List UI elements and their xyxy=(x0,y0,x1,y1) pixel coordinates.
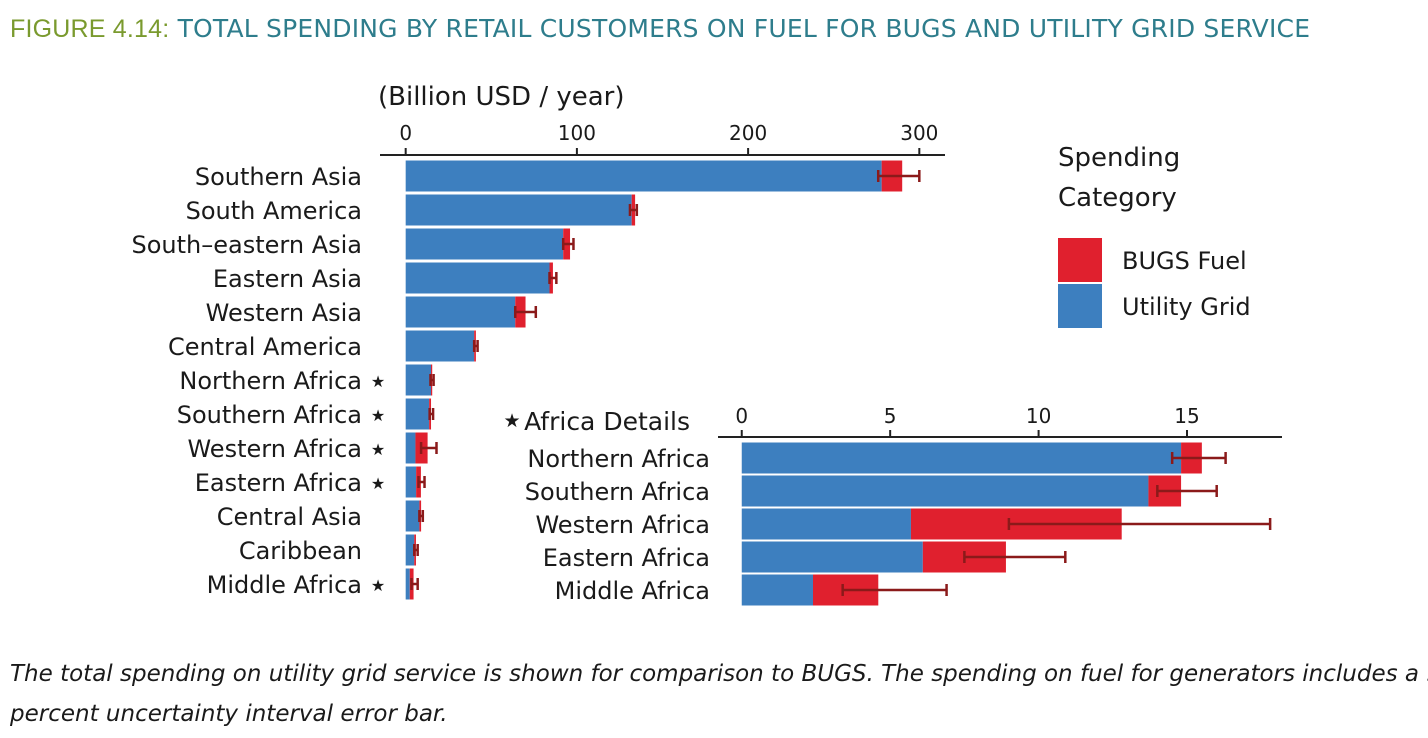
figure-title-text: TOTAL SPENDING BY RETAIL CUSTOMERS ON FU… xyxy=(177,14,1311,43)
main-title: (Billion USD / year) xyxy=(378,82,625,112)
main-category-label: South–eastern Asia xyxy=(132,231,362,259)
detail-category-label: Southern Africa xyxy=(525,478,710,506)
main-bar-grid-northern-africa xyxy=(405,364,432,396)
legend-label-bugs-fuel: BUGS Fuel xyxy=(1122,247,1247,275)
main-chart: (Billion USD / year) 0 100 200 300 Southern A… xyxy=(132,82,945,600)
main-category-label: Southern Africa xyxy=(177,401,362,429)
main-category-label: Central Asia xyxy=(217,503,362,531)
detail-category-label: Western Africa xyxy=(535,511,710,539)
main-bar-grid-central-america xyxy=(405,330,475,362)
figure-number: FIGURE 4.14: xyxy=(10,15,170,43)
main-category-label: Central America xyxy=(168,333,362,361)
main-tick-label: 200 xyxy=(729,121,767,145)
caption-line-2: percent uncertainty interval error bar. xyxy=(10,701,448,727)
detail-title: Africa Details xyxy=(524,407,690,436)
detail-bar-grid-southern-africa xyxy=(741,475,1149,507)
figure-title: FIGURE 4.14: TOTAL SPENDING BY RETAIL CU… xyxy=(10,14,1310,44)
detail-bar-grid-middle-africa xyxy=(741,574,813,606)
main-bar-grid-southern-africa xyxy=(405,398,430,430)
star-icon: ★ xyxy=(371,576,385,595)
legend-label-utility-grid: Utility Grid xyxy=(1122,293,1251,321)
main-bar-grid-caribbean xyxy=(405,534,415,566)
detail-category-label: Middle Africa xyxy=(555,577,710,605)
main-bar-grid-central-asia xyxy=(405,500,420,532)
star-icon: ★ xyxy=(371,406,385,425)
detail-tick-label: 10 xyxy=(1026,404,1051,428)
main-tick-label: 300 xyxy=(900,121,938,145)
legend-title-line: Spending xyxy=(1058,143,1180,173)
star-icon: ★ xyxy=(503,410,520,432)
main-bar-grid-southern-asia xyxy=(405,160,882,192)
legend-swatch-bugs-fuel xyxy=(1058,238,1102,282)
main-category-label: Southern Asia xyxy=(195,163,362,191)
star-icon: ★ xyxy=(371,440,385,459)
star-icon: ★ xyxy=(371,474,385,493)
main-bar-grid-western-asia xyxy=(405,296,516,328)
detail-category-label: Northern Africa xyxy=(527,445,710,473)
detail-tick-label: 15 xyxy=(1174,404,1199,428)
main-tick-label: 100 xyxy=(558,121,596,145)
legend-title-line: Category xyxy=(1058,183,1177,213)
main-category-label: Caribbean xyxy=(239,537,362,565)
detail-tick-label: 5 xyxy=(884,404,897,428)
main-category-label: Eastern Asia xyxy=(213,265,362,293)
main-bar-grid-eastern-asia xyxy=(405,262,550,294)
main-bar-grid-south-america xyxy=(405,194,632,226)
detail-tick-label: 0 xyxy=(735,404,748,428)
legend-swatch-utility-grid xyxy=(1058,284,1102,328)
main-bar-grid-eastern-africa xyxy=(405,466,417,498)
main-bar-grid-middle-africa xyxy=(405,568,410,600)
detail-bar-grid-northern-africa xyxy=(741,442,1182,474)
figure-caption: The total spending on utility grid servi… xyxy=(10,654,1428,734)
detail-bar-grid-western-africa xyxy=(741,508,911,540)
main-category-label: Eastern Africa xyxy=(195,469,362,497)
main-bar-grid-south-eastern-asia xyxy=(405,228,564,260)
detail-bar-grid-eastern-africa xyxy=(741,541,923,573)
main-category-label: Middle Africa xyxy=(207,571,362,599)
main-category-label: Western Asia xyxy=(206,299,362,327)
legend: Spending Category BUGS Fuel Utility Grid xyxy=(1058,143,1251,328)
main-category-label: Western Africa xyxy=(187,435,362,463)
star-icon: ★ xyxy=(371,372,385,391)
detail-category-label: Eastern Africa xyxy=(543,544,710,572)
main-tick-label: 0 xyxy=(399,121,412,145)
caption-line-1: The total spending on utility grid servi… xyxy=(10,661,1428,687)
main-category-label: Northern Africa xyxy=(179,367,362,395)
africa-detail-chart: Africa Details 0 5 10 15 Northern Africa South… xyxy=(503,404,1282,606)
main-bar-grid-western-africa xyxy=(405,432,416,464)
main-category-label: South America xyxy=(186,197,362,225)
